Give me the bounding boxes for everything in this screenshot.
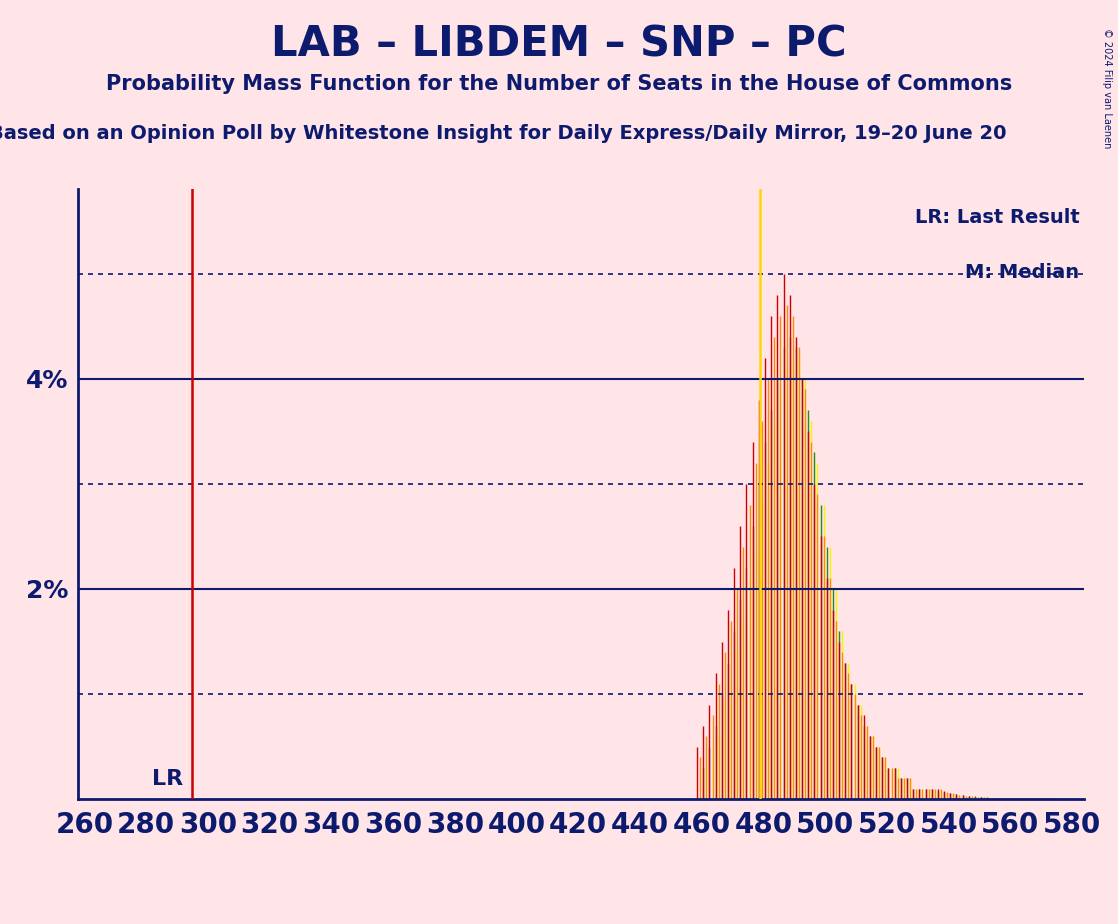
Text: LR: LR bbox=[152, 769, 183, 789]
Text: Based on an Opinion Poll by Whitestone Insight for Daily Express/Daily Mirror, 1: Based on an Opinion Poll by Whitestone I… bbox=[0, 124, 1006, 143]
Text: LAB – LIBDEM – SNP – PC: LAB – LIBDEM – SNP – PC bbox=[272, 23, 846, 65]
Text: LR: Last Result: LR: Last Result bbox=[915, 208, 1080, 226]
Text: Probability Mass Function for the Number of Seats in the House of Commons: Probability Mass Function for the Number… bbox=[106, 74, 1012, 94]
Text: © 2024 Filip van Laenen: © 2024 Filip van Laenen bbox=[1102, 28, 1112, 148]
Text: M: Median: M: Median bbox=[965, 262, 1080, 282]
